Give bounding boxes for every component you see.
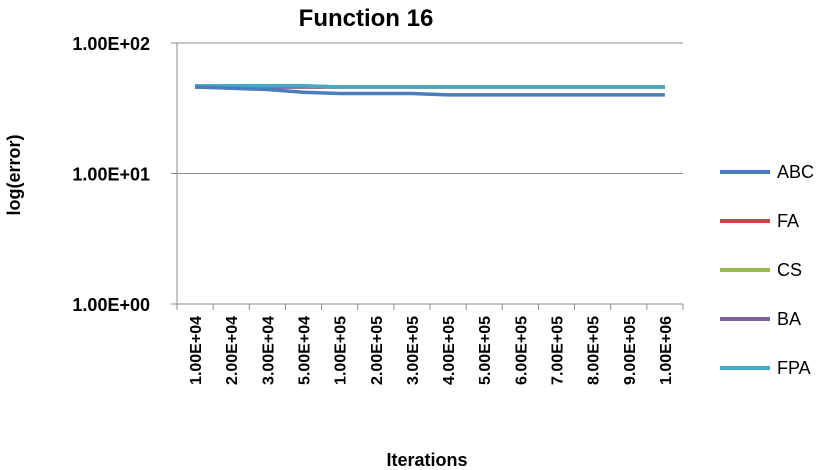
x-tick-label: 3.00E+04 [260, 316, 277, 385]
y-tick-labels: 1.00E+00 1.00E+01 1.00E+02 [72, 34, 150, 315]
x-tick-label: 5.00E+05 [477, 316, 494, 385]
series-line-abc [195, 85, 665, 97]
x-tick-label: 2.00E+05 [369, 316, 386, 385]
y-axis-title: log(error) [4, 134, 24, 215]
x-tick-label: 6.00E+05 [513, 316, 530, 385]
x-tick-label: 3.00E+05 [405, 316, 422, 385]
legend-label-fpa: FPA [777, 358, 811, 378]
legend: ABC FA CS BA FPA [720, 162, 814, 378]
x-tick-labels: 1.00E+04 2.00E+04 3.00E+04 5.00E+04 1.00E+05… [188, 316, 675, 385]
series-lines [195, 84, 665, 97]
x-tick-label: 5.00E+04 [297, 316, 314, 385]
y-tick-label: 1.00E+00 [72, 295, 150, 315]
x-tick-label: 7.00E+05 [550, 316, 567, 385]
gridlines [171, 42, 684, 310]
x-tick-label: 8.00E+05 [586, 316, 603, 385]
legend-label-cs: CS [777, 260, 802, 280]
y-tick-label: 1.00E+01 [72, 165, 150, 185]
x-axis-title: Iterations [386, 450, 467, 470]
x-tick-label: 4.00E+05 [441, 316, 458, 385]
legend-label-ba: BA [777, 309, 801, 329]
x-tick-label: 1.00E+05 [333, 316, 350, 385]
x-tick-label: 1.00E+06 [658, 316, 675, 385]
y-tick-label: 1.00E+02 [72, 34, 150, 54]
legend-label-abc: ABC [777, 162, 814, 182]
series-line-fpa [195, 84, 665, 89]
x-tick-label: 9.00E+05 [622, 316, 639, 385]
legend-label-fa: FA [777, 211, 799, 231]
x-tick-label: 1.00E+04 [188, 316, 205, 385]
x-tick-label: 2.00E+04 [224, 316, 241, 385]
chart-title: Function 16 [299, 5, 434, 32]
